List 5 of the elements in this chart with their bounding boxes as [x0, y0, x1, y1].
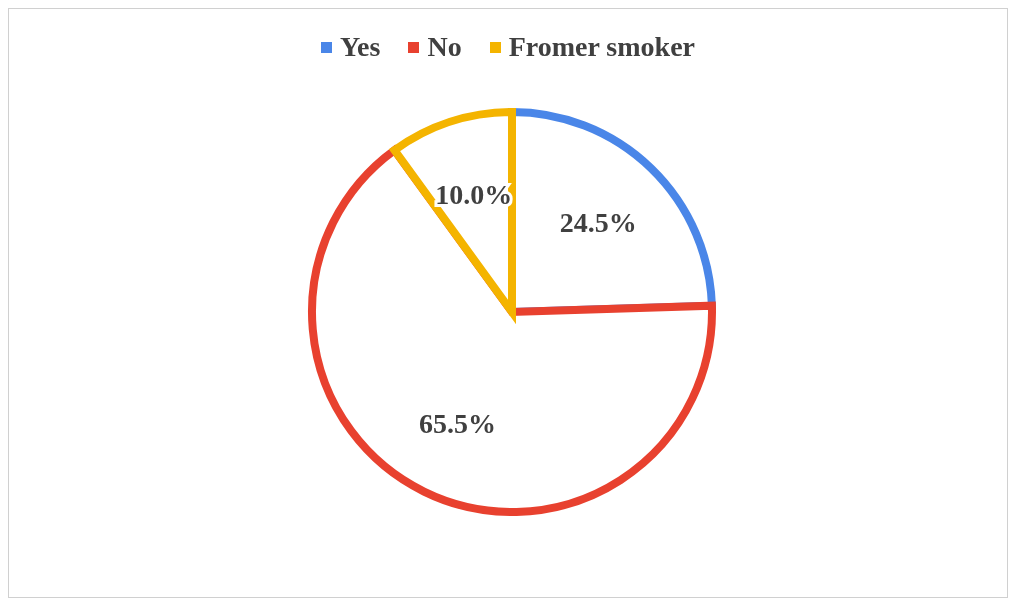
legend-label: No — [427, 31, 462, 63]
legend-label: Yes — [339, 31, 381, 63]
data-label: 24.5% — [559, 207, 637, 239]
legend-label: Fromer smoker — [508, 31, 696, 63]
data-label: 65.5% — [418, 407, 496, 439]
